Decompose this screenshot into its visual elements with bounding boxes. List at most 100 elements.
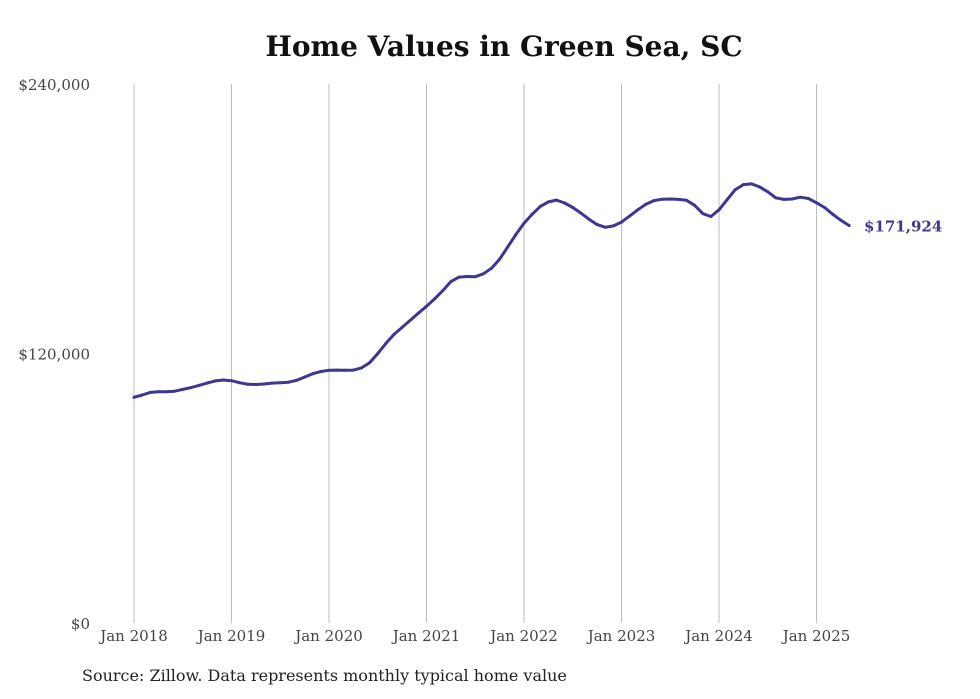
data-point	[433, 297, 437, 301]
data-point	[514, 233, 518, 236]
data-point	[189, 386, 193, 390]
grid-layer	[133, 84, 817, 623]
data-point	[636, 208, 640, 212]
data-point	[327, 368, 331, 372]
data-point	[587, 217, 591, 221]
y-tick-label: $240,000	[18, 76, 90, 94]
data-point	[733, 188, 737, 192]
data-point	[652, 199, 656, 203]
data-point	[782, 197, 786, 201]
x-tick-label: Jan 2020	[293, 627, 363, 645]
y-tick-label: $120,000	[18, 346, 90, 364]
data-point	[530, 212, 534, 216]
data-point	[790, 197, 794, 201]
data-point	[360, 366, 363, 370]
data-point	[262, 382, 266, 386]
data-point	[205, 381, 209, 385]
data-point	[806, 197, 810, 200]
data-point	[546, 200, 550, 204]
data-point	[384, 341, 388, 345]
data-point	[481, 272, 485, 276]
data-point	[213, 379, 217, 383]
x-axis: Jan 2018 Jan 2019 Jan 2020 Jan 2021 Jan 2022…	[98, 627, 850, 645]
x-tick-label: Jan 2021	[391, 627, 461, 645]
data-point	[416, 311, 420, 315]
x-tick-label: Jan 2023	[586, 627, 656, 645]
data-point	[668, 197, 672, 201]
data-point	[774, 196, 778, 200]
data-point	[400, 325, 404, 329]
source-note: Source: Zillow. Data represents monthly …	[82, 666, 567, 685]
data-point	[351, 368, 355, 372]
data-point	[758, 185, 762, 189]
data-point	[750, 182, 753, 186]
data-point	[148, 390, 152, 394]
y-tick-label: $0	[71, 615, 90, 633]
x-tick-label: Jan 2025	[781, 627, 851, 645]
data-point	[156, 390, 160, 394]
data-point	[343, 368, 347, 372]
data-point	[173, 389, 177, 393]
data-point	[839, 218, 843, 222]
y-axis: $0 $120,000 $240,000	[18, 76, 90, 633]
data-point	[741, 183, 745, 187]
data-point	[165, 390, 168, 394]
data-point	[766, 190, 770, 194]
data-point	[230, 379, 233, 383]
data-point	[425, 304, 428, 308]
data-point	[831, 212, 835, 216]
data-point	[506, 245, 510, 249]
data-point	[490, 266, 493, 270]
x-tick-label: Jan 2022	[488, 627, 558, 645]
data-point	[603, 225, 607, 229]
data-point	[270, 381, 274, 385]
data-point	[709, 215, 713, 218]
data-point	[660, 197, 664, 201]
series-layer: $171,924	[132, 182, 942, 399]
data-point	[571, 206, 575, 209]
data-point	[295, 378, 298, 382]
chart-title: Home Values in Green Sea, SC	[265, 30, 743, 63]
data-point	[815, 201, 818, 205]
data-point	[303, 375, 307, 379]
data-point	[286, 380, 290, 384]
data-point	[254, 383, 258, 386]
data-point	[595, 223, 599, 227]
data-point	[449, 280, 453, 284]
x-tick-label: Jan 2024	[683, 627, 753, 645]
series-line	[132, 182, 851, 399]
data-point	[644, 202, 648, 206]
data-point	[473, 275, 477, 279]
data-point	[611, 224, 615, 228]
data-point	[221, 378, 225, 382]
data-point	[392, 332, 396, 336]
data-point	[465, 275, 469, 278]
data-point	[238, 381, 242, 385]
data-point	[457, 275, 461, 279]
data-point	[376, 352, 380, 355]
data-point	[181, 387, 185, 391]
data-point	[278, 381, 282, 385]
data-point	[441, 289, 445, 293]
data-point	[498, 257, 502, 261]
end-value-label: $171,924	[864, 217, 942, 235]
data-point	[132, 395, 136, 399]
data-point	[197, 383, 201, 387]
data-point	[538, 204, 542, 208]
data-point	[628, 214, 632, 218]
data-point	[408, 318, 412, 322]
data-point	[319, 370, 323, 373]
data-point	[246, 382, 250, 386]
data-point	[579, 211, 583, 215]
data-point	[717, 208, 721, 212]
data-point	[847, 224, 851, 227]
data-point	[620, 220, 623, 224]
data-point	[522, 221, 526, 225]
data-point	[563, 201, 567, 205]
x-tick-label: Jan 2018	[98, 627, 168, 645]
data-point	[798, 195, 802, 199]
data-point	[685, 198, 688, 202]
data-point	[676, 197, 680, 201]
data-point	[140, 393, 144, 397]
